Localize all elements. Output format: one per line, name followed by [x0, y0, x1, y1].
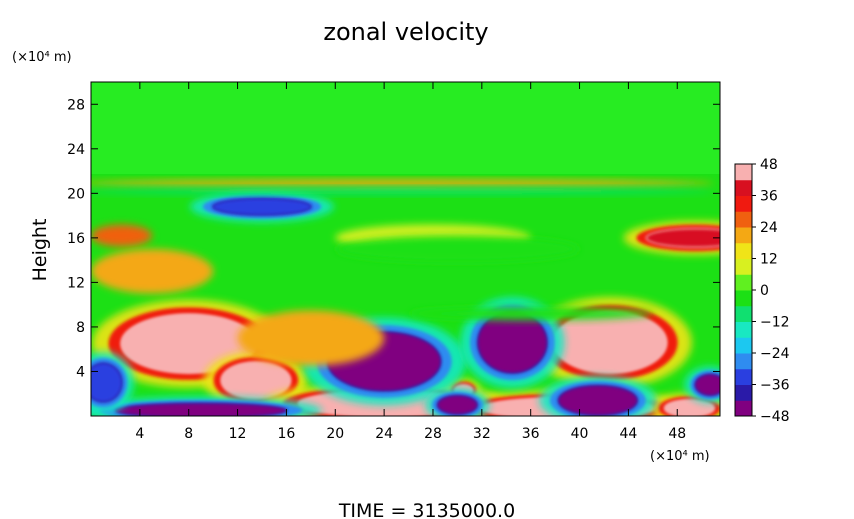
- y-tick-label: 12: [67, 275, 85, 291]
- colorbar-tick-label: 12: [760, 252, 778, 268]
- heatmap-cell-16: [91, 224, 153, 247]
- colorbar-segment: [735, 321, 752, 338]
- colorbar: 48 36 24 12 0 −12 −24 −36 −48: [734, 157, 790, 425]
- x-axis-unit: (×10⁴ m): [650, 449, 710, 464]
- colorbar-segment: [735, 368, 752, 385]
- y-tick-label: 16: [67, 231, 85, 247]
- colorbar-segment: [735, 242, 752, 259]
- colorbar-segment: [735, 384, 752, 401]
- x-tick-label: 36: [522, 426, 540, 442]
- y-tick-label: 8: [76, 320, 85, 336]
- colorbar-segment: [735, 211, 752, 228]
- heatmap-cell-15: [623, 220, 720, 255]
- heatmap-cell-21: [91, 187, 714, 195]
- plot-frame: [90, 81, 721, 417]
- colorbar-tick-label: 48: [760, 157, 778, 173]
- colorbar-segment: [735, 290, 752, 307]
- y-tick-label: 24: [67, 142, 85, 158]
- x-tick-label: 40: [571, 426, 589, 442]
- colorbar-segment: [735, 400, 752, 417]
- colorbar-tick-label: −12: [760, 315, 790, 331]
- x-tick-label: 8: [184, 426, 193, 442]
- heatmap-cell-18: [91, 249, 214, 294]
- y-tick-label: 28: [67, 97, 85, 113]
- heatmap-plot-area: [91, 82, 720, 416]
- x-tick-label: 32: [473, 426, 491, 442]
- y-axis-label: Height: [29, 219, 51, 282]
- colorbar-tick-label: 36: [760, 189, 778, 205]
- time-footer: TIME = 3135000.0: [338, 500, 515, 519]
- x-tick-label: 20: [326, 426, 344, 442]
- colorbar-segment: [735, 337, 752, 354]
- chart-title: zonal velocity: [323, 18, 488, 46]
- colorbar-segment: [735, 179, 752, 196]
- x-tick-label: 24: [375, 426, 393, 442]
- heatmap-cell-20: [91, 179, 714, 188]
- y-tick-label: 20: [67, 186, 85, 202]
- colorbar-segment: [735, 258, 752, 275]
- upper-atmosphere-band: [91, 82, 720, 174]
- colorbar-segment: [735, 195, 752, 212]
- heatmap-cell-5: [528, 296, 692, 389]
- colorbar-tick-label: −48: [760, 409, 790, 425]
- colorbar-segment: [735, 353, 752, 370]
- x-tick-label: 12: [229, 426, 247, 442]
- colorbar-segment: [735, 227, 752, 244]
- heatmap-cell-9: [190, 191, 334, 223]
- heatmap-cell-17: [237, 310, 385, 366]
- colorbar-segment: [735, 164, 752, 181]
- colorbar-tick-label: −36: [760, 378, 790, 394]
- heatmap-cell-11: [425, 387, 490, 416]
- colorbar-tick-label: 24: [760, 220, 778, 236]
- x-tick-label: 28: [424, 426, 442, 442]
- heatmap-cell-13: [684, 366, 720, 404]
- x-tick-label: 4: [135, 426, 144, 442]
- colorbar-tick-label: −24: [760, 346, 790, 362]
- y-tick-label: 4: [76, 364, 85, 380]
- heatmap-cell-23: [408, 306, 653, 321]
- heatmap-cell-14: [91, 352, 134, 414]
- y-axis-unit: (×10⁴ m): [12, 50, 72, 65]
- x-tick-label: 44: [619, 426, 637, 442]
- colorbar-segment: [735, 305, 752, 322]
- heatmap-cell-12: [539, 375, 657, 416]
- heatmap-cell-10: [91, 396, 323, 416]
- colorbar-tick-label: 0: [760, 283, 769, 299]
- heatmap-cell-22: [335, 235, 580, 263]
- colorbar-segment: [735, 274, 752, 291]
- x-tick-label: 48: [668, 426, 686, 442]
- x-tick-label: 16: [278, 426, 296, 442]
